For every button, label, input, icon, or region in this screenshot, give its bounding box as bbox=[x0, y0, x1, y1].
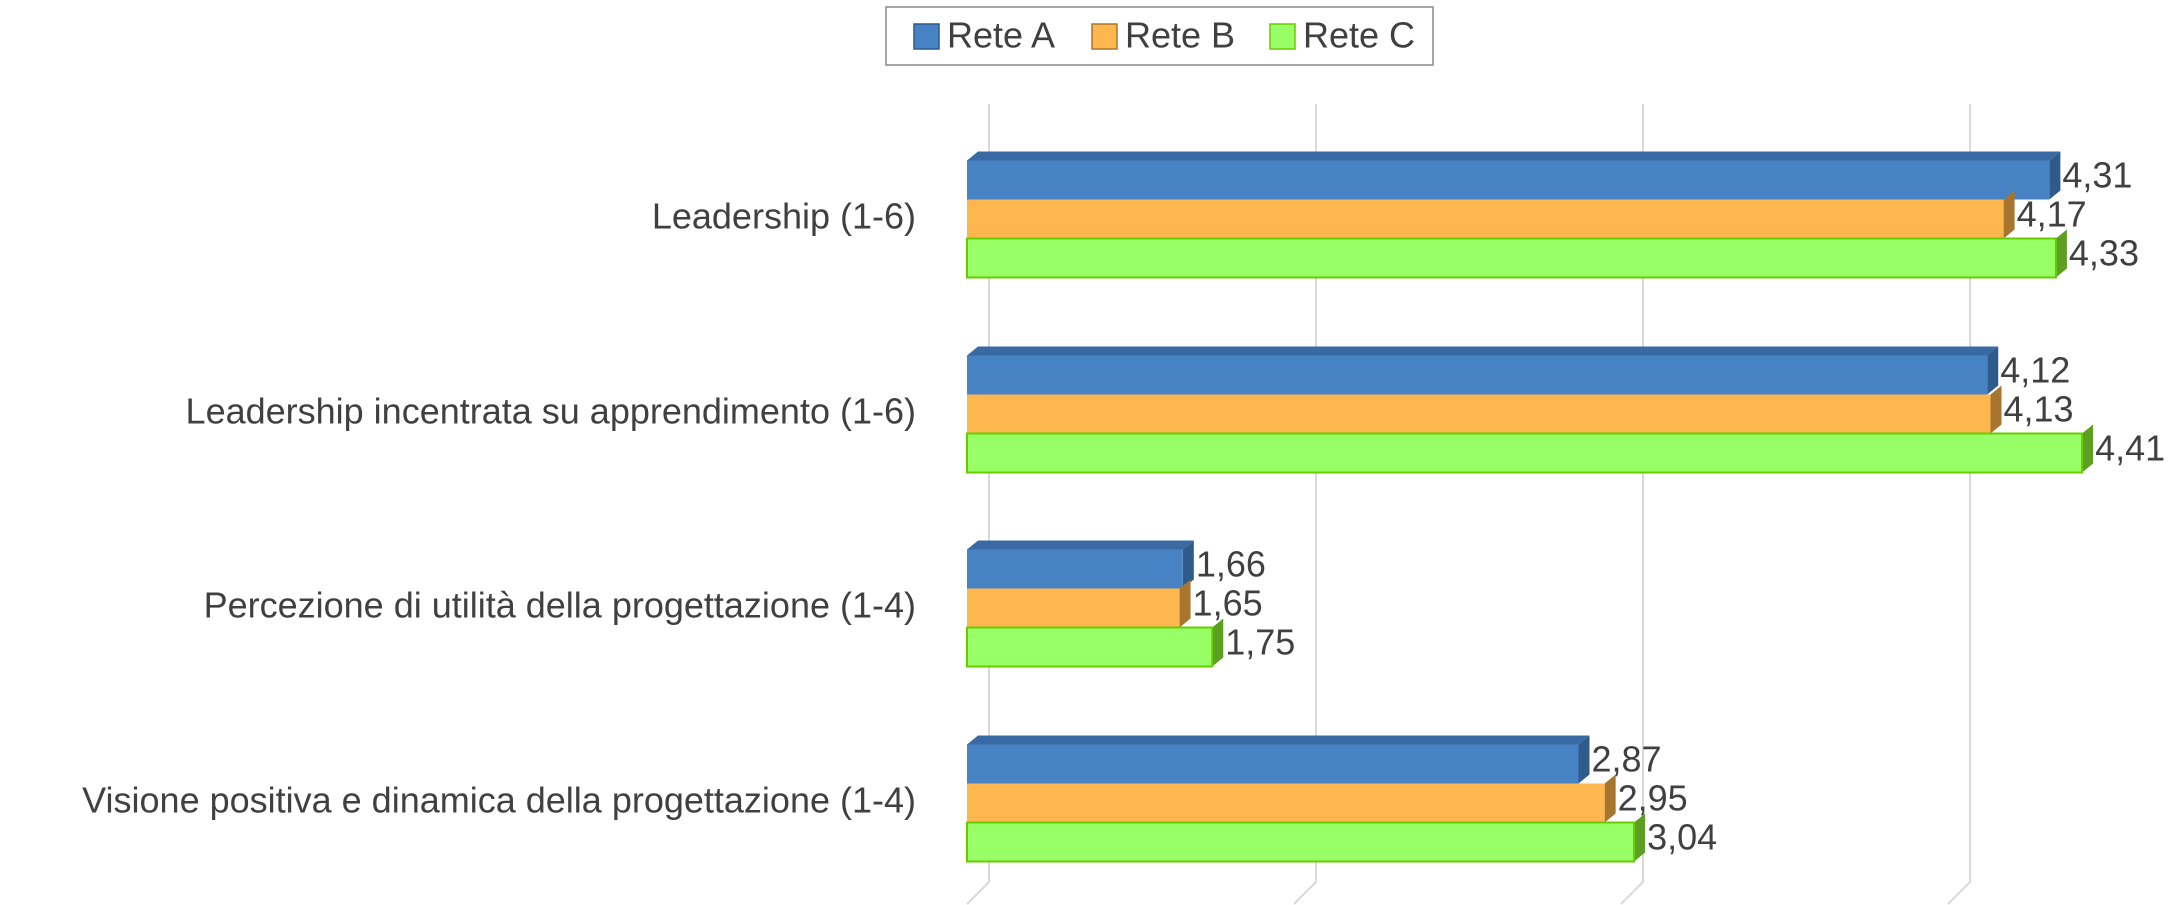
bar bbox=[967, 579, 1191, 628]
value-label: 2,95 bbox=[1618, 778, 1688, 819]
value-label: 3,04 bbox=[1647, 817, 1717, 858]
legend-box bbox=[885, 6, 1434, 66]
value-label: 4,12 bbox=[2000, 350, 2070, 391]
bar bbox=[966, 424, 2094, 474]
bar bbox=[967, 151, 2061, 200]
value-label: 1,65 bbox=[1193, 583, 1263, 624]
bar bbox=[967, 540, 1194, 589]
bar bbox=[966, 229, 2067, 279]
value-label: 4,13 bbox=[2004, 389, 2074, 430]
value-label: 2,87 bbox=[1591, 739, 1661, 780]
bar bbox=[966, 813, 1646, 863]
category-label: Percezione di utilità della progettazion… bbox=[204, 585, 916, 626]
legend-swatch bbox=[1091, 23, 1118, 50]
value-label: 1,66 bbox=[1196, 544, 1266, 585]
value-label: 4,17 bbox=[2017, 194, 2087, 235]
bar bbox=[967, 385, 2002, 434]
legend-label: Rete C bbox=[1303, 15, 1415, 56]
legend-label: Rete A bbox=[947, 15, 1055, 56]
bar bbox=[967, 346, 1999, 395]
bar bbox=[966, 618, 1224, 668]
value-label: 4,31 bbox=[2062, 155, 2132, 196]
bar bbox=[967, 774, 1616, 823]
category-label: Leadership incentrata su apprendimento (… bbox=[186, 391, 916, 432]
bar bbox=[967, 735, 1590, 784]
value-label: 4,33 bbox=[2069, 233, 2139, 274]
legend-swatch bbox=[913, 23, 940, 50]
legend-swatch bbox=[1269, 23, 1296, 50]
category-label: Leadership (1-6) bbox=[652, 196, 916, 237]
value-label: 1,75 bbox=[1225, 622, 1295, 663]
bar bbox=[967, 190, 2015, 239]
value-label: 4,41 bbox=[2095, 428, 2165, 469]
legend-label: Rete B bbox=[1125, 15, 1235, 56]
category-label: Visione positiva e dinamica della proget… bbox=[82, 780, 916, 821]
